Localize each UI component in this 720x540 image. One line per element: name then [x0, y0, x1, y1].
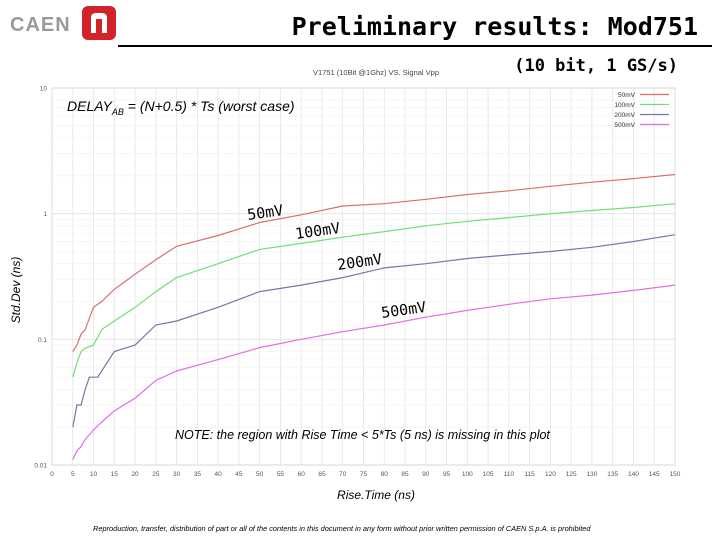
x-tick-label: 45 — [235, 471, 243, 478]
x-tick-label: 75 — [360, 471, 368, 478]
legend-label: 100mV — [614, 102, 635, 109]
legend-label: 500mV — [614, 122, 635, 129]
x-tick-label: 65 — [318, 471, 326, 478]
title-rule — [118, 45, 712, 47]
x-tick-label: 110 — [504, 471, 515, 478]
series-line-100mv — [72, 203, 676, 378]
x-tick-label: 25 — [152, 471, 160, 478]
x-tick-label: 150 — [670, 471, 681, 478]
x-tick-label: 135 — [607, 471, 618, 478]
series-line-200mv — [72, 234, 676, 428]
x-tick-label: 90 — [422, 471, 430, 478]
x-tick-label: 20 — [131, 471, 139, 478]
page-title: Preliminary results: Mod751 — [291, 12, 698, 41]
x-tick-label: 140 — [628, 471, 639, 478]
legend-label: 200mV — [614, 112, 635, 119]
series-line-500mv — [72, 284, 676, 461]
legend: 50mV 100mV 200mV 500mV — [614, 92, 669, 129]
x-tick-label: 30 — [173, 471, 181, 478]
note-annotation: NOTE: the region with Rise Time < 5*Ts (… — [175, 428, 550, 442]
legend-label: 50mV — [618, 92, 636, 99]
x-tick-label: 145 — [649, 471, 660, 478]
x-axis-label: Rise.Time (ns) — [337, 488, 415, 502]
series-label: 50mV — [246, 201, 284, 224]
series-line-50mv — [72, 173, 676, 352]
y-tick-label: 10 — [40, 86, 48, 93]
copyright-footer: Reproduction, transfer, distribution of … — [93, 524, 591, 533]
caen-logo-mark-icon — [82, 6, 116, 40]
x-tick-label: 15 — [111, 471, 119, 478]
x-tick-label: 55 — [277, 471, 285, 478]
x-tick-label: 5 — [71, 471, 75, 478]
x-tick-label: 125 — [566, 471, 577, 478]
x-tick-label: 115 — [524, 471, 535, 478]
chart-title: V1751 (10Bit @1Ghz) VS. Signal Vpp — [313, 68, 439, 77]
y-tick-label: 0.01 — [34, 463, 47, 470]
x-tick-label: 105 — [483, 471, 494, 478]
x-tick-label: 80 — [381, 471, 389, 478]
x-tick-label: 60 — [298, 471, 306, 478]
x-tick-label: 95 — [443, 471, 451, 478]
caen-logo: CAEN — [10, 6, 116, 42]
x-tick-label: 0 — [50, 471, 54, 478]
y-axis-label: Std.Dev (ns) — [9, 257, 23, 324]
formula-annotation: DELAYAB = (N+0.5) * Ts (worst case) — [67, 98, 295, 117]
x-tick-label: 100 — [462, 471, 473, 478]
x-tick-label: 85 — [401, 471, 409, 478]
x-tick-label: 35 — [194, 471, 202, 478]
brand-name: CAEN — [10, 14, 71, 36]
x-tick-label: 50 — [256, 471, 264, 478]
x-tick-label: 70 — [339, 471, 347, 478]
y-tick-label: 0.1 — [38, 337, 47, 344]
x-tick-label: 10 — [90, 471, 98, 478]
page-subtitle: (10 bit, 1 GS/s) — [514, 56, 678, 76]
x-tick-label: 130 — [587, 471, 598, 478]
x-tick-label: 40 — [215, 471, 223, 478]
y-tick-label: 1 — [43, 211, 47, 218]
x-tick-label: 120 — [545, 471, 556, 478]
